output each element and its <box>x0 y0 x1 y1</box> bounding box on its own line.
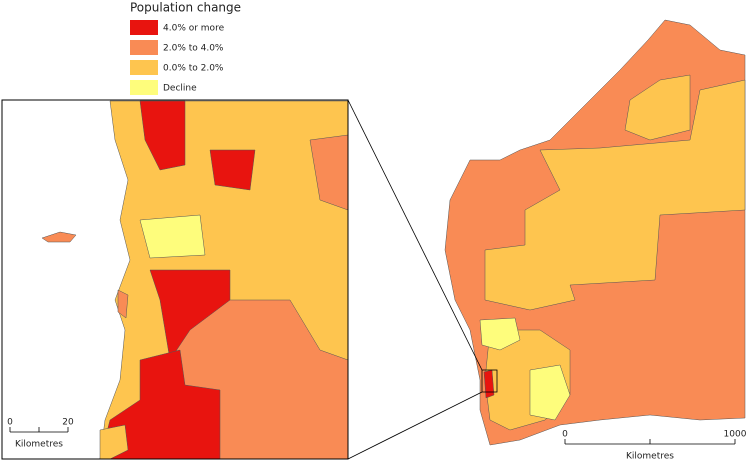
inset-region <box>139 100 186 171</box>
scale-unit: Kilometres <box>15 440 63 450</box>
state-region <box>479 317 521 351</box>
scale-bar: 0 20 Kilometres <box>7 418 74 450</box>
legend-swatch <box>130 20 158 35</box>
scale-tick-label: 0 <box>7 418 13 428</box>
inset-frame <box>1 99 349 460</box>
state-map <box>444 19 746 446</box>
inset-region <box>149 269 231 361</box>
legend: 4.0% or more 2.0% to 4.0% 0.0% to 2.0% Decl… <box>130 20 225 95</box>
legend-label: 4.0% or more <box>163 24 225 34</box>
state-region <box>483 369 495 399</box>
inset-region <box>139 214 206 259</box>
scale-tick-label: 20 <box>62 418 74 428</box>
inset-connector <box>347 99 483 371</box>
scale-tick-label: 1000 <box>724 430 747 440</box>
inset-region <box>209 149 256 191</box>
inset-map <box>1 99 349 460</box>
scale-tick-label: 0 <box>562 430 568 440</box>
state-region <box>624 74 691 141</box>
legend-label: 2.0% to 4.0% <box>163 44 224 54</box>
legend-swatch <box>130 80 158 95</box>
state-region <box>484 79 746 311</box>
scale-bar: 0 1000 Kilometres <box>562 430 747 461</box>
legend-swatch <box>130 40 158 55</box>
scale-unit: Kilometres <box>626 452 674 461</box>
inset-locator <box>481 369 498 393</box>
legend-swatch <box>130 60 158 75</box>
legend-label: 0.0% to 2.0% <box>163 64 224 74</box>
inset-region <box>117 289 129 319</box>
inset-connector <box>347 391 483 460</box>
state-region <box>529 364 571 421</box>
inset-region <box>41 231 77 243</box>
legend-title: Population change <box>130 1 241 15</box>
inset-region <box>99 424 129 460</box>
legend-label: Decline <box>163 84 197 94</box>
